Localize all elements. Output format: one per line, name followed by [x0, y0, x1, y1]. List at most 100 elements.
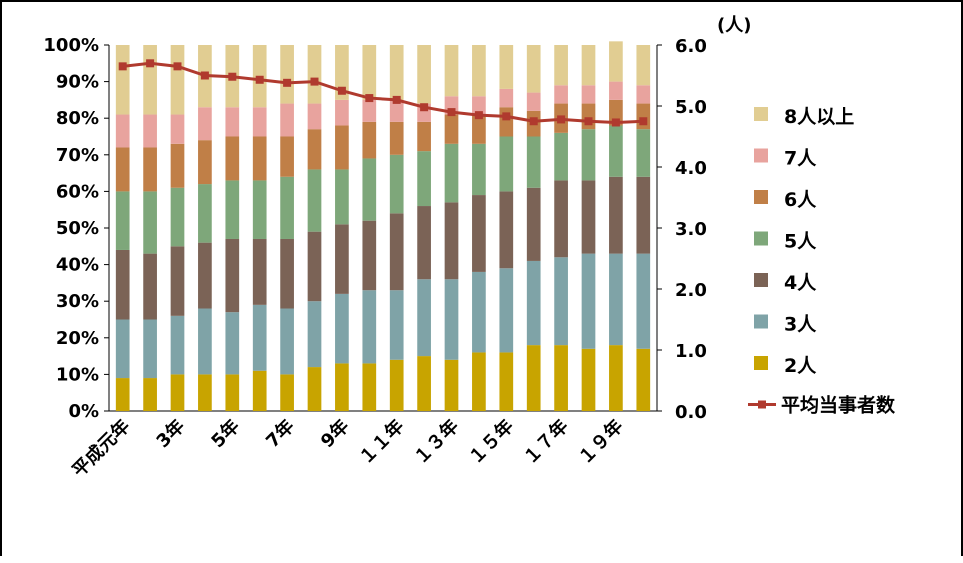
bar-segment-8人以上 — [636, 45, 651, 86]
bar-segment-3人 — [609, 253, 623, 346]
bar-segment-7人 — [609, 81, 623, 100]
bar-segment-5人 — [252, 180, 267, 239]
bar-segment-6人 — [170, 143, 185, 188]
bar-segment-2人 — [636, 348, 651, 411]
average-point — [228, 72, 237, 81]
right-tick-label: 5.0 — [675, 97, 707, 118]
x-tick-label: 9年 — [316, 415, 353, 452]
bar-segment-3人 — [444, 279, 459, 360]
average-point — [118, 62, 127, 71]
bar-segment-8人以上 — [554, 45, 568, 86]
bar-segment-4人 — [335, 224, 349, 294]
bar-segment-2人 — [554, 345, 568, 411]
bar-segment-4人 — [499, 191, 514, 269]
bar-segment-7人 — [389, 99, 404, 122]
bar-segment-4人 — [581, 180, 596, 254]
bar-segment-3人 — [526, 260, 541, 346]
bar-segment-3人 — [499, 268, 514, 353]
bar-segment-7人 — [581, 85, 596, 104]
bar-segment-7人 — [472, 96, 486, 115]
bar-segment-3人 — [170, 315, 185, 375]
bar-segment-3人 — [362, 290, 377, 364]
average-point — [529, 117, 538, 126]
bar-segment-6人 — [280, 136, 294, 177]
bar-segment-5人 — [526, 136, 541, 188]
bar-segment-6人 — [198, 140, 212, 185]
left-tick-label: 20% — [56, 328, 99, 349]
left-tick-label: 70% — [56, 145, 99, 166]
bar-segment-8人以上 — [143, 45, 157, 115]
legend-swatch-3人 — [754, 314, 768, 329]
right-tick-label: 4.0 — [675, 158, 707, 179]
average-point — [420, 103, 429, 112]
bar-segment-4人 — [417, 206, 431, 280]
bar-segment-5人 — [472, 143, 486, 196]
bar-segment-4人 — [472, 195, 486, 272]
bar-segment-6人 — [252, 136, 267, 181]
bar-segment-8人以上 — [362, 45, 377, 100]
average-point — [392, 95, 401, 104]
legend-swatch-2人 — [754, 356, 768, 370]
bar-segment-2人 — [362, 363, 377, 411]
average-point — [200, 71, 209, 80]
bar-segment-3人 — [198, 308, 212, 375]
bar-segment-7人 — [198, 107, 212, 141]
bar-segment-2人 — [115, 378, 130, 411]
bar-segment-8人以上 — [389, 45, 404, 100]
average-point — [584, 117, 593, 126]
bar-segment-6人 — [362, 121, 377, 159]
bar-segment-4人 — [526, 187, 541, 261]
bar-segment-7人 — [499, 88, 514, 108]
bar-segment-4人 — [115, 249, 130, 320]
bar-segment-4人 — [554, 180, 568, 258]
average-point — [365, 94, 374, 103]
bar-segment-4人 — [198, 242, 212, 309]
bar-segment-7人 — [307, 103, 322, 130]
bar-segment-3人 — [472, 271, 486, 353]
bar-segment-8人以上 — [581, 45, 596, 86]
legend-label: 4人 — [784, 272, 817, 294]
right-axis: 0.0 1.0 2.0 3.0 4.0 5.0 6.0 (人) — [657, 15, 751, 423]
average-point — [502, 112, 511, 121]
bar-segment-6人 — [417, 121, 431, 152]
x-tick-label: 平成元年 — [68, 415, 134, 481]
legend-label: 2人 — [784, 355, 817, 377]
bar-segment-6人 — [115, 147, 130, 192]
left-tick-label: 0% — [68, 401, 99, 422]
bar-segment-2人 — [389, 359, 404, 411]
bar-segment-3人 — [335, 293, 349, 364]
bar-segment-5人 — [389, 154, 404, 214]
bar-segment-8人以上 — [417, 45, 431, 104]
left-tick-label: 90% — [56, 72, 99, 93]
bar-segment-5人 — [554, 132, 568, 181]
bar-segment-8人以上 — [472, 45, 486, 97]
bar-segment-5人 — [225, 180, 240, 239]
bar-segment-7人 — [636, 85, 651, 104]
bar-segment-7人 — [225, 107, 240, 137]
bar-segment-4人 — [362, 220, 377, 291]
average-point — [557, 115, 566, 124]
left-tick-label: 100% — [43, 35, 99, 56]
left-tick-label: 50% — [56, 218, 99, 239]
x-tick-label: 3年 — [152, 415, 189, 452]
bar-segment-8人以上 — [499, 45, 514, 89]
bar-segment-7人 — [280, 103, 294, 137]
average-point — [474, 111, 483, 120]
average-point — [283, 78, 292, 87]
bar-segment-3人 — [554, 257, 568, 346]
bar-segment-2人 — [143, 378, 157, 411]
x-tick-label: 5年 — [207, 415, 244, 452]
left-tick-label: 40% — [56, 255, 99, 276]
bar-segment-3人 — [389, 290, 404, 360]
bar-segment-5人 — [362, 158, 377, 221]
bar-segment-3人 — [280, 308, 294, 375]
bar-segment-8人以上 — [609, 41, 623, 82]
bar-segment-2人 — [170, 374, 185, 411]
bar-segment-2人 — [417, 356, 431, 411]
bar-segment-6人 — [636, 103, 651, 130]
bars-group — [115, 41, 651, 411]
bar-segment-5人 — [335, 169, 349, 225]
bar-segment-6人 — [581, 103, 596, 130]
bar-segment-3人 — [143, 319, 157, 379]
